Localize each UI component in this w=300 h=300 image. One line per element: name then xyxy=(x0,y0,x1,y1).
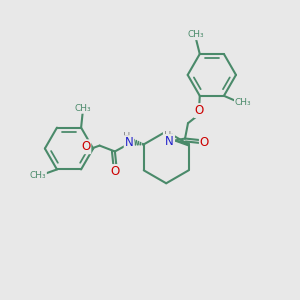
Text: CH₃: CH₃ xyxy=(235,98,251,107)
Text: CH₃: CH₃ xyxy=(74,104,91,113)
Text: O: O xyxy=(111,165,120,178)
Text: N: N xyxy=(165,135,174,148)
Text: CH₃: CH₃ xyxy=(188,30,205,39)
Text: H: H xyxy=(123,132,130,142)
Text: O: O xyxy=(200,136,209,149)
Text: CH₃: CH₃ xyxy=(29,171,46,180)
Polygon shape xyxy=(173,140,189,146)
Text: O: O xyxy=(194,104,204,117)
Text: O: O xyxy=(81,140,90,153)
Text: N: N xyxy=(125,136,134,149)
Text: H: H xyxy=(164,130,171,141)
